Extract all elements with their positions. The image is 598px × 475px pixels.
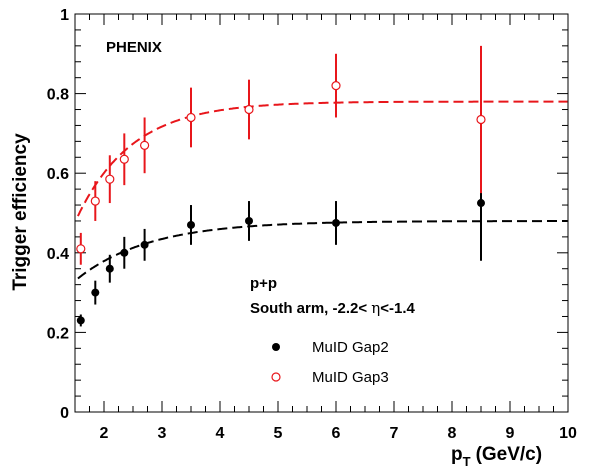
data-point-gap3: [331, 81, 341, 91]
data-point-gap2: [105, 264, 114, 273]
data-point-gap3: [186, 112, 196, 123]
data-points: [76, 45, 486, 327]
x-axis-ticks: [74, 14, 569, 412]
y-tick-label: 0.8: [47, 87, 69, 104]
x-tick-label: 3: [158, 425, 167, 442]
data-point-gap3: [119, 154, 129, 164]
x-tick-label: 4: [216, 425, 225, 442]
x-tick-label: 8: [448, 425, 457, 442]
legend-marker-gap3: [271, 372, 281, 382]
system-label: p+p: [250, 275, 277, 292]
arm-label-suffix: <-1.4: [380, 300, 415, 317]
arm-label: South arm, -2.2< η<-1.4: [250, 299, 416, 317]
x-tick-label: 7: [390, 425, 399, 442]
data-point-gap3: [476, 114, 486, 125]
data-point-gap2: [187, 220, 195, 229]
x-tick-label: 6: [332, 425, 341, 442]
x-axis-tick-labels: 2 3 4 5 6 7 8 9 10: [100, 425, 577, 442]
experiment-label: PHENIX: [106, 39, 162, 56]
x-tick-label: 10: [559, 425, 577, 442]
y-tick-label: 0.6: [47, 166, 69, 183]
data-point-gap3: [105, 174, 115, 184]
data-point-gap2: [140, 240, 149, 249]
data-point-gap2: [91, 288, 100, 297]
x-axis-title-units: (GeV/c): [476, 444, 543, 465]
data-point-gap2: [332, 218, 340, 227]
data-point-gap2: [120, 248, 129, 257]
fit-curves: [77, 100, 568, 280]
x-axis-title: pT (GeV/c): [451, 444, 542, 469]
legend-marker-gap2: [272, 343, 280, 351]
legend-label-gap2: MuID Gap2: [312, 339, 389, 356]
y-tick-label: 1: [60, 7, 69, 24]
legend-label-gap3: MuID Gap3: [312, 369, 389, 386]
x-tick-label: 2: [100, 425, 109, 442]
x-tick-label: 5: [274, 425, 283, 442]
x-axis-title-subscript: T: [463, 454, 471, 469]
arm-label-eta: η: [371, 299, 380, 317]
x-tick-label: 9: [506, 425, 515, 442]
legend: MuID Gap2 MuID Gap3: [271, 339, 389, 386]
y-tick-label: 0.2: [47, 325, 69, 342]
y-axis-title: Trigger efficiency: [10, 133, 31, 291]
y-axis-tick-labels: 0 0.2 0.4 0.6 0.8 1: [47, 7, 69, 422]
arm-label-prefix: South arm, -2.2<: [250, 300, 371, 317]
data-point-gap2: [477, 199, 485, 208]
y-tick-label: 0: [60, 405, 69, 422]
data-point-gap3: [90, 196, 100, 206]
fit-curve-gap3: [77, 100, 568, 217]
y-axis-ticks: [75, 13, 568, 413]
fit-curve-gap2: [77, 220, 568, 280]
data-point-gap2: [76, 316, 85, 325]
y-tick-label: 0.4: [47, 246, 69, 263]
x-axis-title-p: p: [451, 444, 463, 465]
data-point-gap3: [140, 140, 150, 150]
data-point-gap3: [244, 104, 254, 115]
data-point-gap3: [76, 244, 86, 254]
data-point-gap2: [245, 216, 253, 225]
